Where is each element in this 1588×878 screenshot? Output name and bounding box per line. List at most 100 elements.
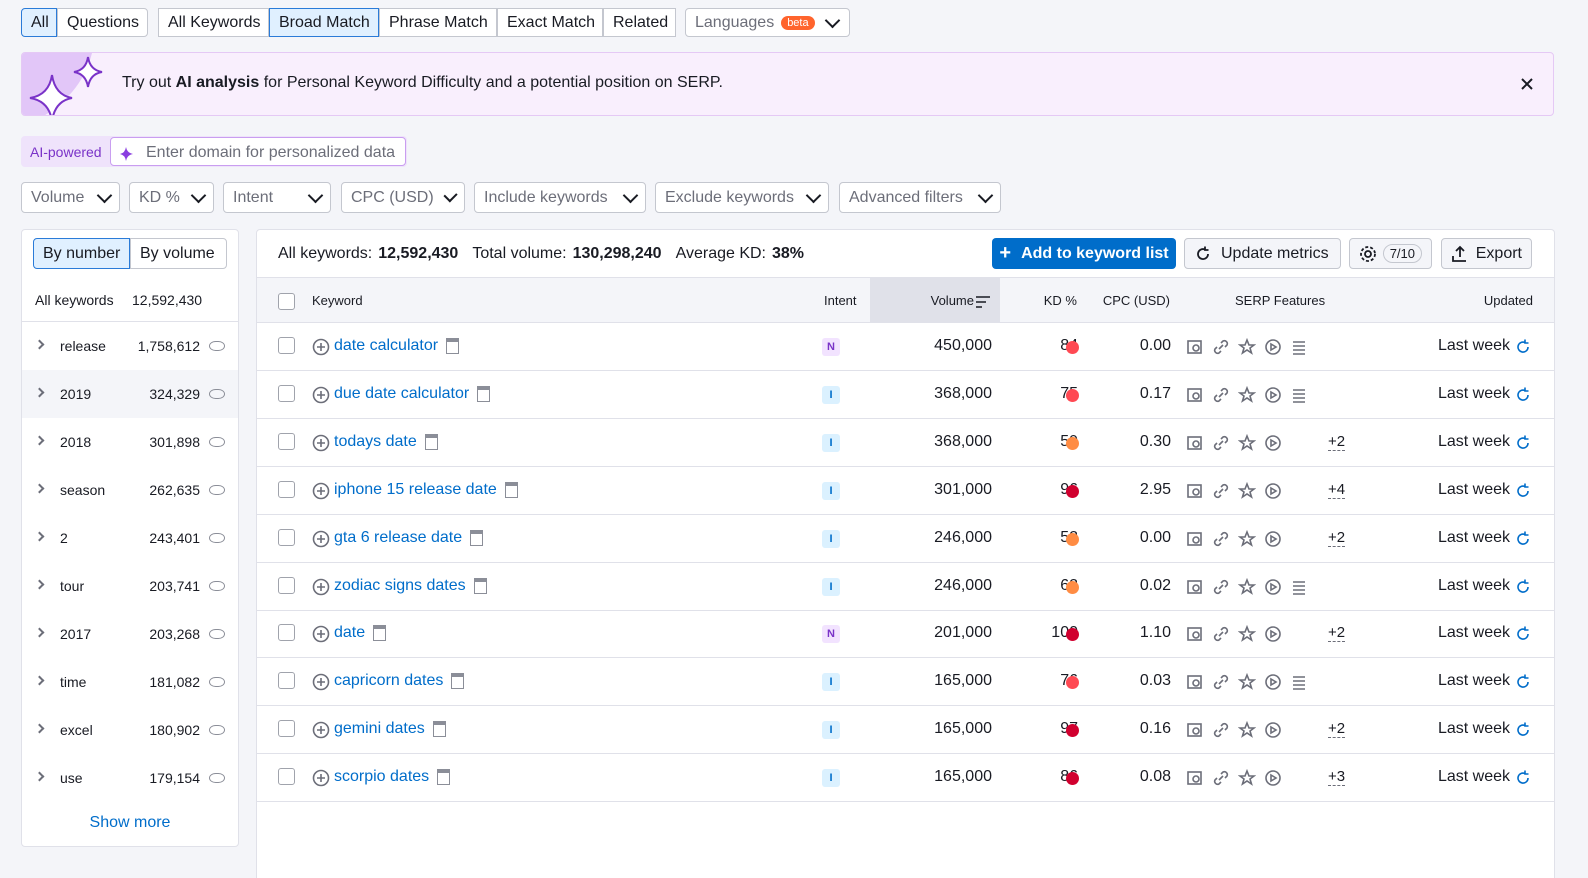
keyword-group[interactable]: use 179,154	[22, 754, 238, 802]
group-toggle[interactable]: By volume	[130, 238, 227, 269]
row-checkbox[interactable]	[278, 672, 295, 690]
row-checkbox[interactable]	[278, 576, 295, 594]
match-tab[interactable]: All Keywords	[158, 8, 269, 37]
settings-button[interactable]: 7/10	[1349, 238, 1432, 269]
column-header[interactable]: Keyword	[312, 293, 363, 308]
keyword-group[interactable]: excel 180,902	[22, 706, 238, 754]
group-count: 181,082	[149, 674, 200, 690]
beta-badge: beta	[781, 15, 815, 30]
close-button[interactable]	[1519, 76, 1535, 92]
serp-snapshot-icon[interactable]	[424, 433, 438, 450]
keyword-link[interactable]: zodiac signs dates	[334, 577, 487, 595]
serp-more[interactable]: +2	[1328, 720, 1346, 739]
group-toggle[interactable]: By number	[33, 238, 130, 269]
header-checkbox[interactable]	[278, 293, 295, 310]
eye-icon[interactable]	[209, 581, 225, 591]
keyword-group[interactable]: 2017 203,268	[22, 610, 238, 658]
eye-icon[interactable]	[209, 485, 225, 495]
keyword-link[interactable]: scorpio dates	[334, 768, 451, 786]
eye-icon[interactable]	[209, 389, 225, 399]
keyword-link[interactable]: capricorn dates	[334, 672, 465, 690]
row-checkbox[interactable]	[278, 337, 295, 354]
banner-pre: Try out	[122, 74, 172, 91]
row-checkbox[interactable]	[278, 624, 295, 642]
serp-snapshot-icon[interactable]	[437, 769, 451, 786]
column-header[interactable]: CPC (USD)	[1102, 293, 1170, 308]
filter-dropdown[interactable]: Intent	[223, 182, 331, 213]
eye-icon[interactable]	[209, 437, 225, 447]
row-checkbox[interactable]	[278, 384, 295, 402]
updated: Last week	[1437, 672, 1510, 690]
column-header[interactable]: Volume	[930, 293, 974, 308]
tab[interactable]: All	[21, 8, 57, 37]
eye-icon[interactable]	[209, 533, 225, 543]
keyword-group[interactable]: season 262,635	[22, 466, 238, 514]
serp-snapshot-icon[interactable]	[373, 625, 387, 642]
serp-snapshot-icon[interactable]	[432, 721, 446, 738]
serp-more[interactable]: +3	[1328, 768, 1346, 787]
filter-dropdown[interactable]: Include keywords	[474, 182, 646, 213]
ai-input-group: AI-powered Enter domain for personalized …	[21, 136, 407, 167]
keyword-group[interactable]: release 1,758,612	[22, 322, 238, 370]
keyword-group[interactable]: tour 203,741	[22, 562, 238, 610]
keyword-link[interactable]: gta 6 release date	[334, 529, 484, 547]
keyword-group[interactable]: 2 243,401	[22, 514, 238, 562]
row-checkbox[interactable]	[278, 528, 295, 546]
match-tab[interactable]: Phrase Match	[379, 8, 497, 37]
row-checkbox[interactable]	[278, 432, 295, 450]
keyword-link[interactable]: gemini dates	[334, 720, 446, 738]
keyword-group[interactable]: 2018 301,898	[22, 418, 238, 466]
group-count: 179,154	[149, 770, 200, 786]
keyword-link[interactable]: todays date	[334, 433, 438, 451]
serp-snapshot-icon[interactable]	[446, 338, 460, 354]
export-label: Export	[1475, 244, 1522, 262]
eye-icon[interactable]	[209, 677, 225, 687]
filter-dropdown[interactable]: Exclude keywords	[655, 182, 829, 213]
serp-snapshot-icon[interactable]	[470, 529, 484, 546]
row-checkbox[interactable]	[278, 720, 295, 738]
match-tab[interactable]: Broad Match	[269, 8, 379, 37]
filter-label: Advanced filters	[849, 188, 963, 206]
show-more[interactable]: Show more	[89, 814, 171, 831]
serp-feature-icon	[1212, 386, 1230, 404]
keyword-group[interactable]: time 181,082	[22, 658, 238, 706]
filter-dropdown[interactable]: Volume	[21, 182, 120, 213]
tab[interactable]: Questions	[57, 8, 148, 37]
volume: 165,000	[934, 720, 992, 738]
serp-feature-icon	[1186, 386, 1204, 404]
serp-snapshot-icon[interactable]	[504, 481, 518, 498]
column-header[interactable]: Updated	[1483, 293, 1533, 308]
languages-dropdown[interactable]: Languages beta	[685, 8, 850, 37]
row-checkbox[interactable]	[278, 480, 295, 498]
export-button[interactable]: Export	[1441, 238, 1532, 269]
eye-icon[interactable]	[209, 773, 225, 783]
cpc: 0.03	[1139, 672, 1171, 690]
serp-feature-icon	[1264, 338, 1282, 356]
match-tab[interactable]: Related	[603, 8, 676, 37]
keyword-link[interactable]: date	[334, 624, 387, 642]
keyword-link[interactable]: due date calculator	[334, 385, 491, 403]
serp-snapshot-icon[interactable]	[477, 385, 491, 402]
serp-more[interactable]: +2	[1328, 528, 1346, 547]
domain-input[interactable]: Enter domain for personalized data	[110, 137, 406, 166]
filter-dropdown[interactable]: Advanced filters	[839, 182, 1001, 213]
serp-snapshot-icon[interactable]	[451, 673, 465, 690]
serp-more[interactable]: +2	[1328, 624, 1346, 643]
row-checkbox[interactable]	[278, 768, 295, 786]
serp-more[interactable]: +4	[1328, 480, 1346, 499]
serp-snapshot-icon[interactable]	[473, 577, 487, 594]
keyword-group[interactable]: 2019 324,329	[22, 370, 238, 418]
add-to-list-button[interactable]: + Add to keyword list	[992, 238, 1176, 269]
filter-dropdown[interactable]: KD %	[129, 182, 214, 213]
eye-icon[interactable]	[209, 725, 225, 735]
update-metrics-button[interactable]: Update metrics	[1184, 238, 1341, 269]
match-tab[interactable]: Exact Match	[497, 8, 603, 37]
serp-more[interactable]: +2	[1328, 432, 1346, 451]
eye-icon[interactable]	[209, 629, 225, 639]
kd-dot	[1066, 724, 1079, 738]
keyword-link[interactable]: iphone 15 release date	[334, 481, 518, 499]
eye-icon[interactable]	[209, 341, 225, 351]
keyword-link[interactable]: date calculator	[334, 337, 460, 355]
filter-dropdown[interactable]: CPC (USD)	[341, 182, 465, 213]
column-header[interactable]: KD %	[1043, 293, 1077, 308]
